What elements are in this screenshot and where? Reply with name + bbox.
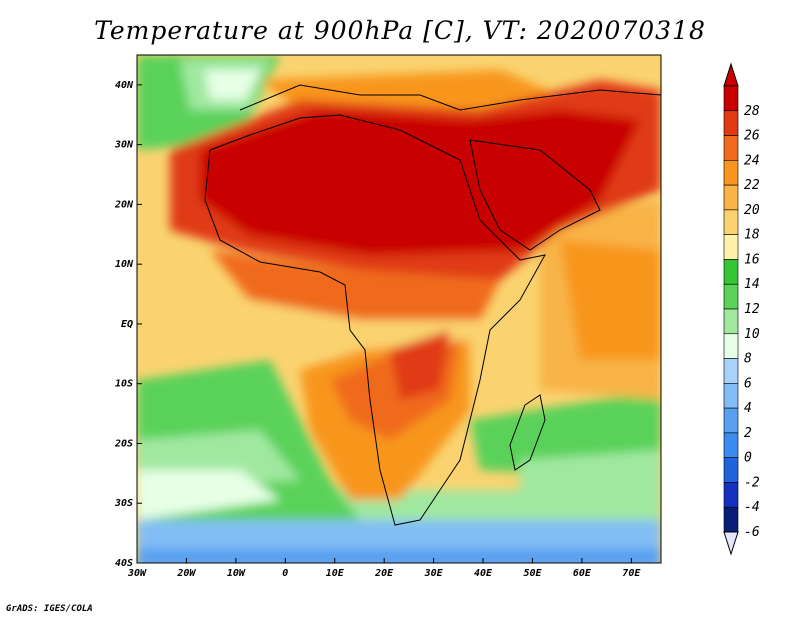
colorbar-swatch bbox=[723, 283, 739, 310]
colorbar-swatch bbox=[723, 85, 739, 112]
colorbar-swatch bbox=[723, 432, 739, 458]
colorbar-label: 14 bbox=[744, 277, 760, 292]
colorbar-swatch bbox=[723, 184, 739, 211]
colorbar-label: 0 bbox=[744, 451, 752, 466]
longitude-axis: 30W 20W 10W 0 10E 20E 30E 40E 50E 60E 70E bbox=[127, 558, 641, 579]
colorbar-swatch bbox=[723, 234, 739, 260]
colorbar-swatch bbox=[723, 358, 739, 384]
colorbar-label: 8 bbox=[744, 352, 752, 367]
colorbar-swatch bbox=[723, 482, 739, 508]
lon-tick-label: 30E bbox=[424, 568, 444, 579]
colorbar-swatch bbox=[723, 333, 739, 359]
colorbar-label: 16 bbox=[744, 252, 760, 267]
lat-tick-label: 20N bbox=[114, 199, 134, 210]
madagascar bbox=[509, 394, 546, 471]
colorbar-label: 4 bbox=[744, 401, 752, 416]
colorbar-label: 28 bbox=[744, 104, 760, 119]
latitude-axis: 40N 30N 20N 10N EQ 10S 20S 30S 40S bbox=[114, 80, 142, 569]
map-title: Temperature at 900hPa [C], VT: 202007031… bbox=[94, 16, 706, 45]
colorbar-label: 26 bbox=[744, 129, 760, 144]
lat-tick-label: 10N bbox=[115, 259, 134, 270]
lon-tick-label: 40E bbox=[474, 568, 493, 579]
plot-frame bbox=[136, 54, 662, 564]
colorbar-swatch bbox=[723, 308, 739, 335]
lat-tick-label: 10S bbox=[115, 379, 133, 390]
lon-tick-label: 10W bbox=[227, 568, 246, 579]
colorbar-label: 18 bbox=[744, 228, 760, 243]
colorbar-swatch bbox=[723, 506, 739, 533]
colorbar-swatch bbox=[723, 259, 739, 285]
colorbar-label: -6 bbox=[744, 525, 760, 540]
lon-tick-label: 70E bbox=[622, 568, 641, 579]
colorbar-label: 6 bbox=[744, 376, 752, 391]
lat-tick-label: 40N bbox=[115, 80, 134, 91]
colorbar-swatch bbox=[723, 457, 739, 483]
lat-tick-label: EQ bbox=[121, 319, 133, 330]
lon-tick-label: 10E bbox=[326, 568, 345, 579]
lat-tick-label: 40S bbox=[115, 558, 133, 569]
colorbar-under-arrow bbox=[723, 531, 739, 556]
lat-tick-label: 20S bbox=[114, 438, 133, 449]
colorbar-swatch bbox=[723, 383, 739, 409]
colorbar-over-arrow bbox=[723, 62, 739, 87]
colorbar-swatch bbox=[723, 135, 739, 161]
colorbar-label: 20 bbox=[744, 203, 760, 218]
colorbar-label: 2 bbox=[744, 426, 752, 441]
lon-tick-label: 20E bbox=[374, 568, 394, 579]
credit-label: GrADS: IGES/COLA bbox=[6, 604, 93, 614]
colorbar-label: 12 bbox=[744, 302, 760, 317]
colorbar-swatch bbox=[723, 209, 739, 235]
lat-tick-label: 30N bbox=[114, 140, 134, 151]
colorbar-label: 24 bbox=[744, 153, 760, 168]
temperature-field bbox=[137, 55, 661, 563]
colorbar-label: 10 bbox=[744, 327, 760, 342]
lat-tick-label: 30S bbox=[114, 498, 133, 509]
colorbar-label: 22 bbox=[744, 178, 760, 193]
colorbar-swatch bbox=[723, 160, 739, 186]
lon-tick-label: 30W bbox=[127, 568, 147, 579]
lon-tick-label: 20W bbox=[176, 568, 196, 579]
colorbar-swatch bbox=[723, 110, 739, 136]
colorbar-label: -4 bbox=[744, 500, 760, 515]
arabian-peninsula bbox=[469, 139, 601, 251]
lon-tick-label: 60E bbox=[573, 568, 592, 579]
colorbar-swatch bbox=[723, 407, 739, 434]
lon-tick-label: 0 bbox=[282, 568, 288, 579]
coastline bbox=[204, 84, 661, 526]
lon-tick-label: 50E bbox=[523, 568, 542, 579]
colorbar-label: -2 bbox=[744, 475, 760, 490]
